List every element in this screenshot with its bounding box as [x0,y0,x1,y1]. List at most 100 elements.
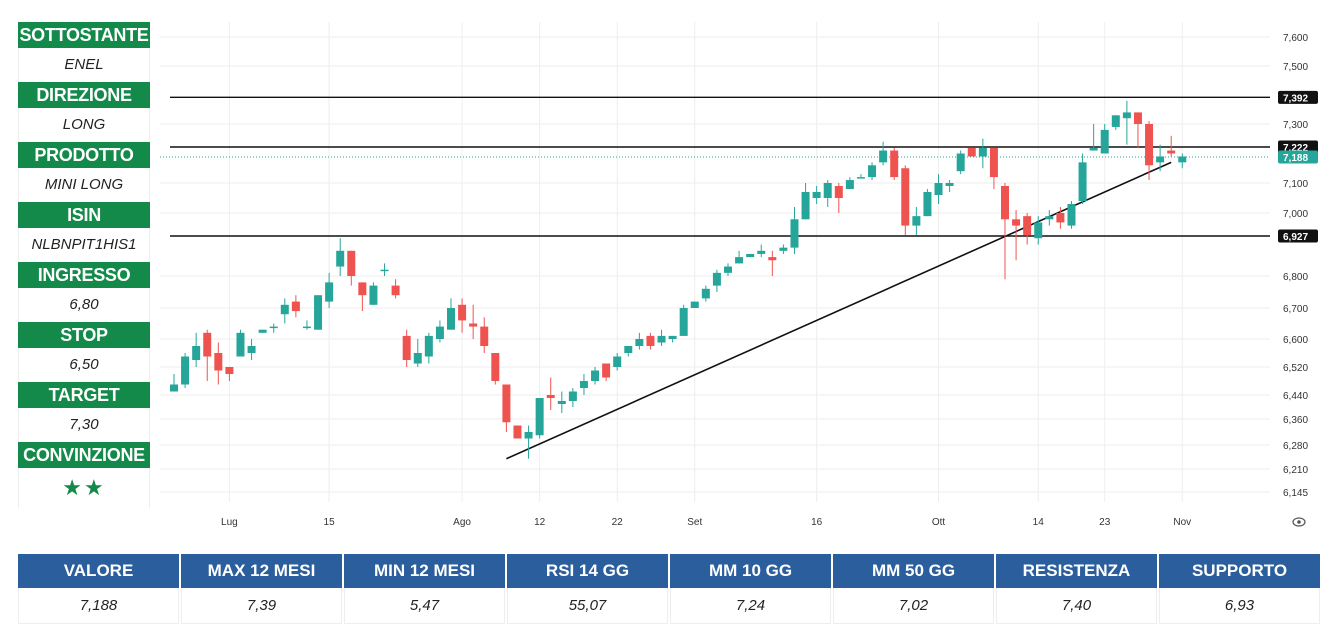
candle-body [624,346,633,353]
candle-body [945,183,954,186]
y-tick-label: 6,280 [1283,441,1308,452]
candle [535,398,544,439]
x-tick-label: 16 [811,517,823,528]
candle [757,244,766,258]
candle-body [325,282,334,302]
candle [402,329,411,367]
candle-body [302,326,311,329]
candle [1089,124,1098,151]
y-tick-label: 6,800 [1283,272,1308,283]
candle-body [635,339,644,346]
candle [291,295,300,318]
candle [668,335,677,343]
candle-body [989,147,998,178]
candle [690,301,699,308]
candle-body [380,269,389,272]
y-tick-label: 7,100 [1283,179,1308,190]
candle-body [347,250,356,276]
candle-body [1100,129,1109,154]
info-label-target: TARGET [18,382,150,408]
candle-body [358,282,367,296]
candle [724,263,732,276]
candle-body [579,381,588,388]
level-badge-label: 6,927 [1283,232,1308,243]
info-value-prodotto: MINI LONG [18,168,150,202]
candle-body [402,335,411,360]
info-value-convinzione: ★★ [18,468,150,508]
candle-body [834,186,843,198]
candle [579,374,588,395]
candle-body [668,335,677,339]
candle-body [291,301,300,312]
candle [989,147,998,189]
y-tick-label: 6,600 [1283,335,1308,346]
candle-body [1067,204,1076,226]
candle-body [1001,186,1009,220]
candle-body [236,332,245,357]
candle-body [712,272,721,286]
candle [1067,201,1076,229]
candle-body [856,177,865,179]
candle [413,339,422,367]
candle-body [602,363,611,378]
candle [624,346,633,357]
candle [480,317,489,353]
indicator-value-mm10: 7,24 [670,588,831,624]
candle [435,320,444,343]
info-panel: SOTTOSTANTE ENEL DIREZIONE LONG PRODOTTO… [18,22,150,514]
candle [1167,135,1176,157]
indicator-header-supporto: SUPPORTO [1159,554,1320,588]
candle-body [214,353,223,371]
candle [1001,183,1009,280]
candle [978,138,987,169]
x-tick-label: Lug [221,517,238,528]
candle [347,250,356,286]
candle-body [181,356,190,385]
candle-body [469,323,478,327]
candle-body [1056,213,1065,223]
candle-body [458,304,467,321]
eye-icon-pupil[interactable] [1297,520,1301,524]
candle-body [1178,156,1187,163]
candle [225,367,234,381]
candle-body [746,253,755,258]
candle-body [657,335,666,343]
info-value-isin: NLBNPIT1HIS1 [18,228,150,262]
candle [1100,124,1109,154]
candle-body [912,216,921,226]
candle [314,295,323,330]
candle [358,282,367,312]
x-tick-label: 14 [1033,517,1045,528]
candle-body [845,180,854,189]
y-tick-label: 6,360 [1283,415,1308,426]
x-tick-label: Ago [453,517,471,528]
candle [1133,112,1142,148]
candle [901,165,910,236]
candle [1122,100,1131,145]
candle-body [247,346,256,353]
eye-icon-outline[interactable] [1292,517,1306,527]
candle-body [801,192,810,220]
y-tick-label: 6,210 [1283,465,1308,476]
y-tick-label: 7,000 [1283,209,1308,220]
indicators-table: VALORE MAX 12 MESI MIN 12 MESI RSI 14 GG… [18,554,1322,624]
candle [890,147,899,181]
info-label-isin: ISIN [18,202,150,228]
candle [1111,115,1120,130]
indicator-header-min: MIN 12 MESI [344,554,505,588]
candle [967,147,976,157]
candle [635,332,644,350]
info-label-direzione: DIREZIONE [18,82,150,108]
x-tick-label: Set [687,517,702,528]
chart-svg: 7,600 7,500 7,300 7,100 7,000 6,800 6,700 6,600… [160,22,1318,528]
y-tick-label: 7,600 [1283,33,1308,44]
candle-body [369,285,378,305]
candle [192,332,201,367]
candle-body [967,147,976,157]
candle [469,304,478,339]
x-tick-label: 23 [1099,517,1111,528]
candle [203,329,212,381]
candle [735,250,744,264]
eye-icon[interactable] [1292,517,1306,527]
candle [923,189,932,217]
